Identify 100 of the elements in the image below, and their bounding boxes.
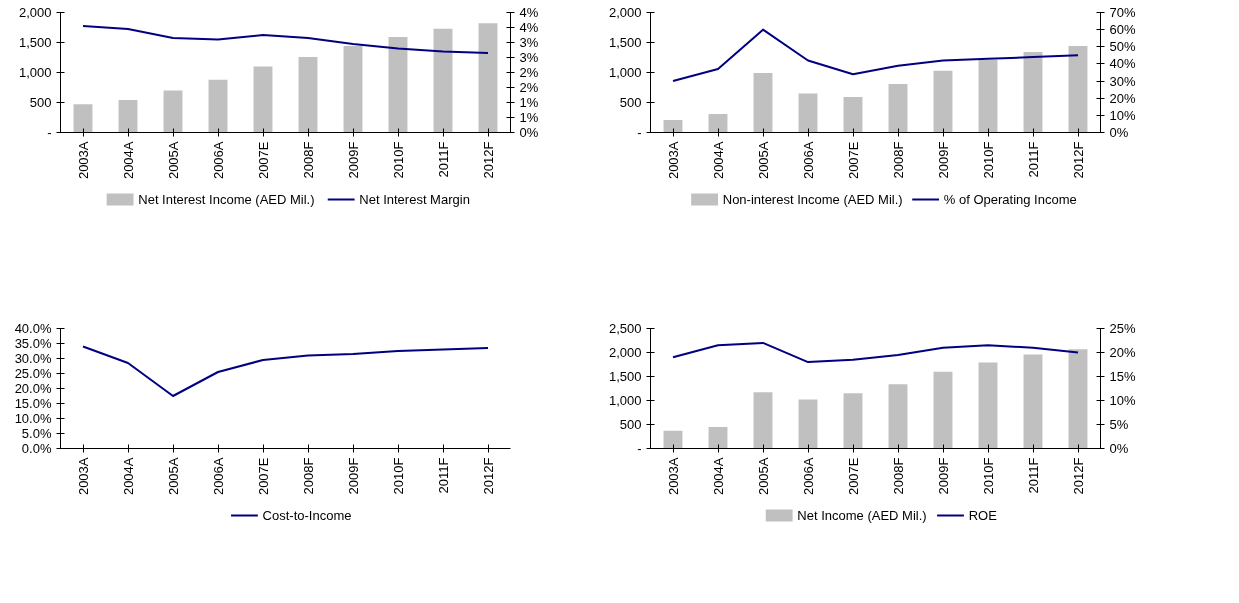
x-tick-label: 2010F <box>980 457 996 495</box>
y-tick-label: 2,000 <box>18 5 52 20</box>
line-series <box>672 341 1079 364</box>
x-tick-label: 2007E <box>255 457 271 496</box>
x-tick-label: 2012F <box>480 141 496 179</box>
y-tick-label: 0.0% <box>21 441 52 456</box>
x-tick-label: 2003A <box>75 457 91 496</box>
x-tick-label: 2008F <box>890 141 906 179</box>
y-tick-label: - <box>637 125 642 140</box>
y-tick-label: 10.0% <box>14 411 52 426</box>
x-tick-label: 2006A <box>210 141 226 180</box>
x-tick-label: 2010F <box>390 141 406 179</box>
y-tick-label: 40.0% <box>14 321 52 336</box>
bar <box>1068 46 1088 133</box>
x-tick-label: 2007E <box>845 141 861 180</box>
y-tick-label: 1,000 <box>608 65 642 80</box>
y2-tick-label: 1% <box>519 110 539 125</box>
bar <box>753 392 773 449</box>
y-tick-label: 500 <box>619 95 642 110</box>
legend-label: Net Interest Margin <box>359 192 470 207</box>
x-tick-label: 2005A <box>165 457 181 496</box>
x-tick-label: 2003A <box>665 457 681 496</box>
bar <box>663 430 683 449</box>
y-tick-label: 500 <box>619 417 642 432</box>
y-tick-label: 1,500 <box>608 35 642 50</box>
legend-label: Net Interest Income (AED Mil.) <box>138 192 315 207</box>
y2-tick-label: 70% <box>1109 5 1136 20</box>
x-tick-label: 2011F <box>1025 141 1041 178</box>
x-tick-label: 2007E <box>255 141 271 180</box>
bar <box>933 70 953 133</box>
y2-tick-label: 0% <box>519 125 539 140</box>
y2-tick-label: 0% <box>1109 441 1129 456</box>
y-tick-label: - <box>637 441 642 456</box>
y-tick-label: 25.0% <box>14 366 52 381</box>
y-tick-label: 1,000 <box>608 393 642 408</box>
y2-tick-label: 40% <box>1109 56 1136 72</box>
legend-label: Non-interest Income (AED Mil.) <box>722 192 903 207</box>
y-tick-label: 1,500 <box>608 369 642 384</box>
bar <box>798 399 818 449</box>
x-tick-label: 2008F <box>300 457 316 495</box>
x-tick-label: 2009F <box>935 457 951 495</box>
x-tick-label: 2008F <box>300 141 316 179</box>
y2-tick-label: 2% <box>519 65 539 80</box>
y-tick-label: 500 <box>29 95 52 110</box>
x-tick-label: 2005A <box>755 457 771 496</box>
y2-tick-label: 5% <box>1109 417 1129 432</box>
x-tick-label: 2012F <box>1070 141 1086 179</box>
bar <box>978 59 998 133</box>
y2-tick-label: 0% <box>1109 125 1129 140</box>
y2-tick-label: 2% <box>519 80 539 95</box>
bar <box>888 83 908 133</box>
x-tick-label: 2006A <box>210 457 226 496</box>
bar <box>798 93 818 133</box>
x-tick-label: 2006A <box>800 141 816 180</box>
bar <box>163 90 183 133</box>
line-series <box>672 28 1079 83</box>
bar <box>1023 354 1043 449</box>
y-tick-label: 1,000 <box>18 65 52 80</box>
x-tick-label: 2006A <box>800 457 816 496</box>
x-tick-label: 2004A <box>710 141 726 180</box>
bar <box>343 46 363 133</box>
x-tick-label: 2011F <box>435 457 451 494</box>
x-tick-label: 2003A <box>665 141 681 180</box>
x-tick-label: 2010F <box>390 457 406 495</box>
bar <box>753 73 773 133</box>
y-tick-label: 2,500 <box>608 321 642 336</box>
y2-tick-label: 30% <box>1109 73 1136 89</box>
y2-tick-label: 60% <box>1109 22 1136 38</box>
y2-tick-label: 4% <box>519 5 539 20</box>
bar <box>843 393 863 449</box>
bar <box>933 371 953 449</box>
x-tick-label: 2012F <box>1070 457 1086 495</box>
bar <box>298 56 318 133</box>
x-tick-label: 2009F <box>345 457 361 495</box>
line-series <box>82 25 489 54</box>
y2-tick-label: 15% <box>1109 369 1136 384</box>
y-tick-label: 30.0% <box>14 351 52 366</box>
y2-tick-label: 4% <box>519 20 539 35</box>
legend-label: Net Income (AED Mil.) <box>797 508 927 523</box>
x-tick-label: 2011F <box>435 141 451 178</box>
y-tick-label: 2,000 <box>608 5 642 20</box>
bar <box>888 384 908 449</box>
bar <box>1023 52 1043 133</box>
bar <box>708 113 728 133</box>
y-tick-label: 2,000 <box>608 345 642 360</box>
x-tick-label: 2003A <box>75 141 91 180</box>
x-tick-label: 2004A <box>120 457 136 496</box>
y-tick-label: 35.0% <box>14 336 52 351</box>
y2-tick-label: 25% <box>1109 321 1136 336</box>
bar <box>478 23 498 133</box>
bar <box>73 104 93 133</box>
legend-label: Cost-to-Income <box>262 508 352 523</box>
y2-tick-label: 50% <box>1109 39 1136 55</box>
x-tick-label: 2005A <box>755 141 771 180</box>
y-tick-label: - <box>47 125 52 140</box>
y2-tick-label: 10% <box>1109 107 1136 123</box>
bar <box>118 100 138 133</box>
x-tick-label: 2004A <box>710 457 726 496</box>
bar <box>253 66 273 133</box>
x-tick-label: 2009F <box>935 141 951 179</box>
